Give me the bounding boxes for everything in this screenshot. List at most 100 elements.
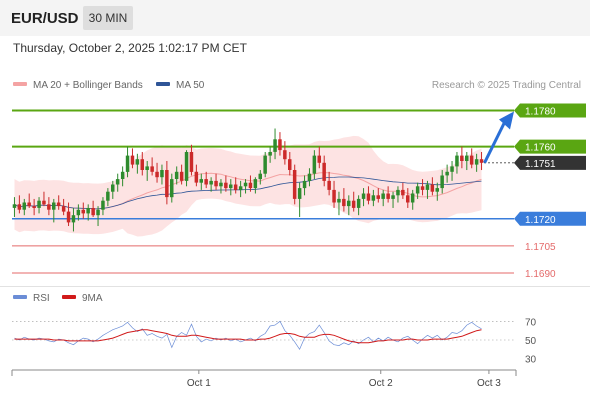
rsi-legend-label: RSI [33,293,50,304]
candle-body [199,179,203,183]
candle-body [243,182,248,187]
candle-body [86,208,90,214]
candle-body [253,179,258,189]
candle-body [238,186,243,190]
candle-body [386,193,390,199]
ma20-legend-label: MA 20 + Bollinger Bands [33,80,143,91]
candle-body [111,184,115,192]
chart-header: EUR/USD 30 MIN [0,0,590,36]
rsi-tick-label: 70 [525,317,537,328]
candle-body [356,198,361,208]
price-tag-bg [514,139,586,154]
candle-body [184,152,189,181]
candle-body [135,159,140,165]
candle-body [56,202,61,207]
legend-9ma: 9MA [62,293,103,304]
candle-body [292,170,297,199]
rsi-ma9-line [14,329,482,344]
candle-body [376,195,380,199]
candle-body [66,211,71,223]
candle-body [233,184,238,190]
x-tick-label: Oct 1 [187,378,211,389]
candle-body [165,170,169,198]
candle-body [440,175,444,189]
candle-body [430,184,435,192]
candle-body [219,182,223,187]
rsi-swatch [13,295,27,300]
price-tag-label: 1.1780 [525,106,556,117]
candle-body [415,186,420,194]
candle-body [101,200,105,210]
candle-body [32,206,36,208]
candle-body [81,209,85,214]
candle-body [52,202,56,210]
candle-body [145,166,149,170]
candle-body [435,188,439,192]
candle-body [474,159,479,165]
candle-body [406,195,410,203]
candle-body [224,182,228,189]
credit-label: Research © 2025 Trading Central [431,80,581,91]
rsi-tick-label: 50 [525,336,537,347]
candle-body [248,182,253,189]
candle-body [258,173,262,180]
ma9-swatch [62,295,76,300]
price-tag-1-1751: 1.1751 [514,155,586,170]
legend-ma20-bb: MA 20 + Bollinger Bands [13,80,143,92]
candle-body [12,204,17,208]
price-tag-bg [514,103,586,118]
candle-body [401,189,405,196]
candle-body [351,200,356,208]
legend-ma50: MA 50 [156,80,204,92]
candle-body [307,173,312,181]
candle-body [263,155,267,174]
price-tag-bg [514,155,586,170]
candle-body [268,152,272,156]
candle-body [42,200,46,205]
rsi-panel [0,286,590,400]
candle-body [479,159,484,163]
candle-body [450,166,454,172]
candle-body [342,198,346,207]
candle-body [150,166,154,172]
candle-body [179,171,184,181]
candle-body [327,180,331,190]
candle-body [130,155,135,165]
candle-body [96,209,100,216]
candle-body [47,204,51,210]
candle-body [469,155,474,165]
candle-body [140,159,144,170]
timeframe-button[interactable]: 30 MIN [83,6,133,30]
candle-body [61,206,66,212]
candle-body [332,189,336,203]
price-tag-1-1690: 1.1690 [525,269,556,280]
candle-body [229,184,233,189]
candle-body [27,202,31,207]
candle-body [76,209,81,216]
price-tag-label: 1.1720 [525,215,556,226]
price-tag-bg [514,211,586,226]
candle-body [71,215,76,223]
candle-body [420,186,425,190]
candle-body [445,171,449,176]
candle-body [209,180,213,185]
price-tag-label: 1.1705 [525,242,556,253]
candle-body [460,155,464,161]
candle-body [115,179,120,185]
candle-body [37,200,41,208]
projection-arrow-head [499,111,514,130]
price-tag-label: 1.1751 [525,159,556,170]
price-tag-1-1720: 1.1720 [514,211,586,226]
datetime-label: Thursday, October 2, 2025 1:02:17 PM CET [13,41,247,55]
ma50-swatch [156,82,170,87]
candle-body [425,184,430,190]
candle-body [174,171,179,179]
projection-arrow-shaft [483,122,506,164]
candle-body [278,139,282,151]
bollinger-band [14,135,482,237]
candle-body [160,170,164,178]
candle-body [391,195,395,199]
rsi-line [14,320,482,351]
candle-body [312,155,317,174]
